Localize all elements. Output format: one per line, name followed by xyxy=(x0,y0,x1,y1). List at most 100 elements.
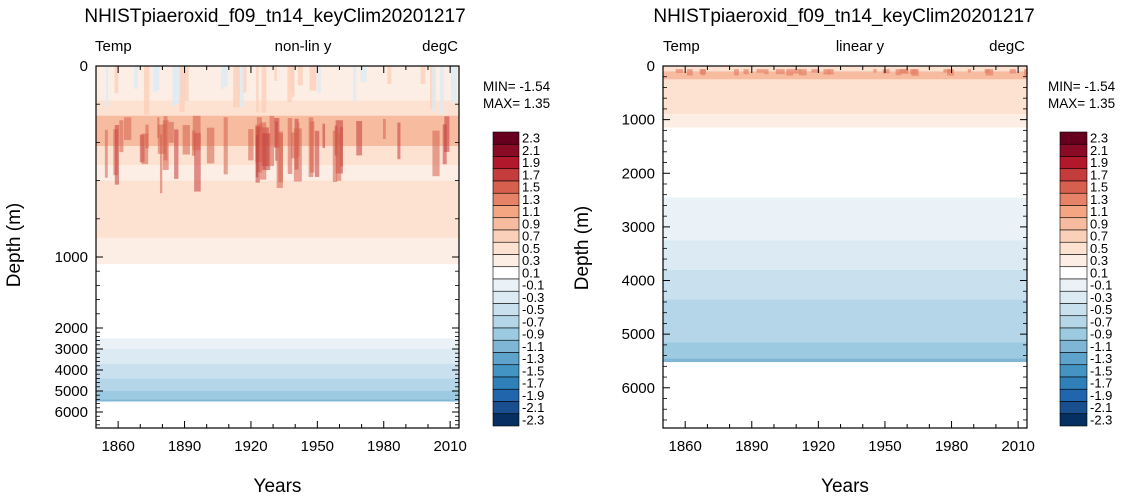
x-tick-label: 1920 xyxy=(802,438,835,455)
colorbar-box-11 xyxy=(1059,266,1088,280)
max-label: MAX= 1.35 xyxy=(1048,96,1115,111)
colorbar-box-23 xyxy=(1059,413,1088,427)
surface-mark-11 xyxy=(440,66,445,115)
colorbar-label: -2.3 xyxy=(1090,412,1112,427)
y-tick-label: 3000 xyxy=(622,219,655,236)
min-label: MIN= -1.54 xyxy=(1048,79,1116,94)
x-tick-label: 2010 xyxy=(1001,438,1034,455)
colorbar-box-16 xyxy=(492,327,520,341)
surface-mark-15 xyxy=(224,66,228,87)
depth-band-4 xyxy=(663,114,1027,128)
variability-mark-10 xyxy=(223,117,228,175)
variability-mark-7 xyxy=(248,129,254,161)
surface-mark-18 xyxy=(743,69,749,75)
colorbar-box-4 xyxy=(492,180,520,194)
x-tick-label: 1920 xyxy=(234,438,267,455)
surface-mark-13 xyxy=(799,69,807,76)
y-tick-label: 0 xyxy=(647,58,655,75)
surface-mark-5 xyxy=(827,69,834,75)
x-tick-label: 1980 xyxy=(367,438,400,455)
colorbar-box-18 xyxy=(492,352,520,366)
variability-mark-54 xyxy=(397,122,401,160)
colorbar-box-6 xyxy=(492,205,520,219)
surface-mark-4 xyxy=(1009,69,1016,74)
colorbar-box-15 xyxy=(1059,315,1088,329)
variability-mark-40 xyxy=(287,118,293,175)
surface-mark-28 xyxy=(114,66,119,94)
surface-mark-16 xyxy=(895,69,902,76)
colorbar-label: 0.7 xyxy=(522,229,540,244)
x-axis-label: Years xyxy=(254,476,302,497)
x-tick-label: 1890 xyxy=(168,438,201,455)
max-label: MAX= 1.35 xyxy=(483,96,550,111)
colorbar-label: 2.1 xyxy=(522,143,540,158)
colorbar-label: -0.3 xyxy=(1090,290,1112,305)
variability-mark-51 xyxy=(444,116,450,152)
y-tick-label: 1000 xyxy=(55,249,88,266)
variability-mark-41 xyxy=(336,133,342,181)
y-axis-label: Depth (m) xyxy=(572,206,593,290)
variability-mark-5 xyxy=(159,134,163,194)
surface-mark-34 xyxy=(274,66,277,82)
variability-mark-52 xyxy=(162,120,169,170)
surface-mark-28 xyxy=(1024,69,1028,76)
surface-mark-2 xyxy=(733,69,739,76)
colorbar-label: 0.5 xyxy=(1090,241,1108,256)
surface-mark-12 xyxy=(947,69,954,76)
colorbar-box-1 xyxy=(492,143,520,157)
colorbar-label: 1.1 xyxy=(522,204,540,219)
depth-band-1 xyxy=(96,85,459,101)
colorbar-box-3 xyxy=(492,168,520,182)
x-tick-label: 1950 xyxy=(868,438,901,455)
surface-mark-19 xyxy=(984,69,991,73)
colorbar-label: -0.9 xyxy=(1090,327,1112,342)
depth-band-7 xyxy=(663,240,1027,270)
y-tick-label: 6000 xyxy=(622,380,655,397)
depth-band-6 xyxy=(96,180,459,238)
min-label: MIN= -1.54 xyxy=(483,79,551,94)
surface-mark-5 xyxy=(134,66,139,89)
colorbar-label: -1.5 xyxy=(522,363,544,378)
surface-mark-14 xyxy=(309,66,317,91)
colorbar-box-13 xyxy=(492,290,520,304)
colorbar-box-5 xyxy=(492,192,520,206)
surface-mark-3 xyxy=(786,69,794,76)
variability-mark-44 xyxy=(293,128,302,182)
colorbar-label: -1.7 xyxy=(522,376,544,391)
colorbar-box-21 xyxy=(1059,388,1088,402)
variability-mark-21 xyxy=(174,129,179,179)
variability-mark-11 xyxy=(182,125,190,155)
colorbar-label: -0.3 xyxy=(522,290,544,305)
colorbar-box-22 xyxy=(1059,401,1088,415)
colorbar-box-23 xyxy=(492,413,520,427)
surface-mark-22 xyxy=(792,69,801,74)
colorbar-box-22 xyxy=(492,401,520,415)
x-tick-label: 2010 xyxy=(433,438,466,455)
surface-mark-7 xyxy=(360,66,367,83)
colorbar-box-20 xyxy=(492,376,520,390)
surface-mark-26 xyxy=(256,66,259,113)
colorbar-label: -0.1 xyxy=(1090,278,1112,293)
variability-mark-22 xyxy=(192,115,201,151)
surface-mark-6 xyxy=(756,69,765,73)
surface-mark-10 xyxy=(967,69,972,73)
colorbar-label: -2.1 xyxy=(522,400,544,415)
surface-mark-3 xyxy=(105,66,109,107)
colorbar-box-3 xyxy=(1059,168,1088,182)
colorbar-label: 0.5 xyxy=(522,241,540,256)
colorbar-box-4 xyxy=(1059,180,1088,194)
variability-mark-19 xyxy=(432,130,440,177)
variability-mark-26 xyxy=(104,129,108,178)
colorbar-label: 1.3 xyxy=(522,192,540,207)
colorbar-label: -0.7 xyxy=(522,314,544,329)
colorbar-label: -1.3 xyxy=(1090,351,1112,366)
variability-mark-28 xyxy=(157,117,160,139)
depth-band-14 xyxy=(96,399,459,402)
variability-mark-8 xyxy=(157,124,166,154)
surface-mark-17 xyxy=(764,69,769,75)
variability-mark-46 xyxy=(332,130,338,182)
y-axis-label: Depth (m) xyxy=(4,203,25,287)
y-tick-label: 5000 xyxy=(55,383,88,400)
colorbar-label: 0.1 xyxy=(522,265,540,280)
surface-mark-24 xyxy=(873,69,877,73)
